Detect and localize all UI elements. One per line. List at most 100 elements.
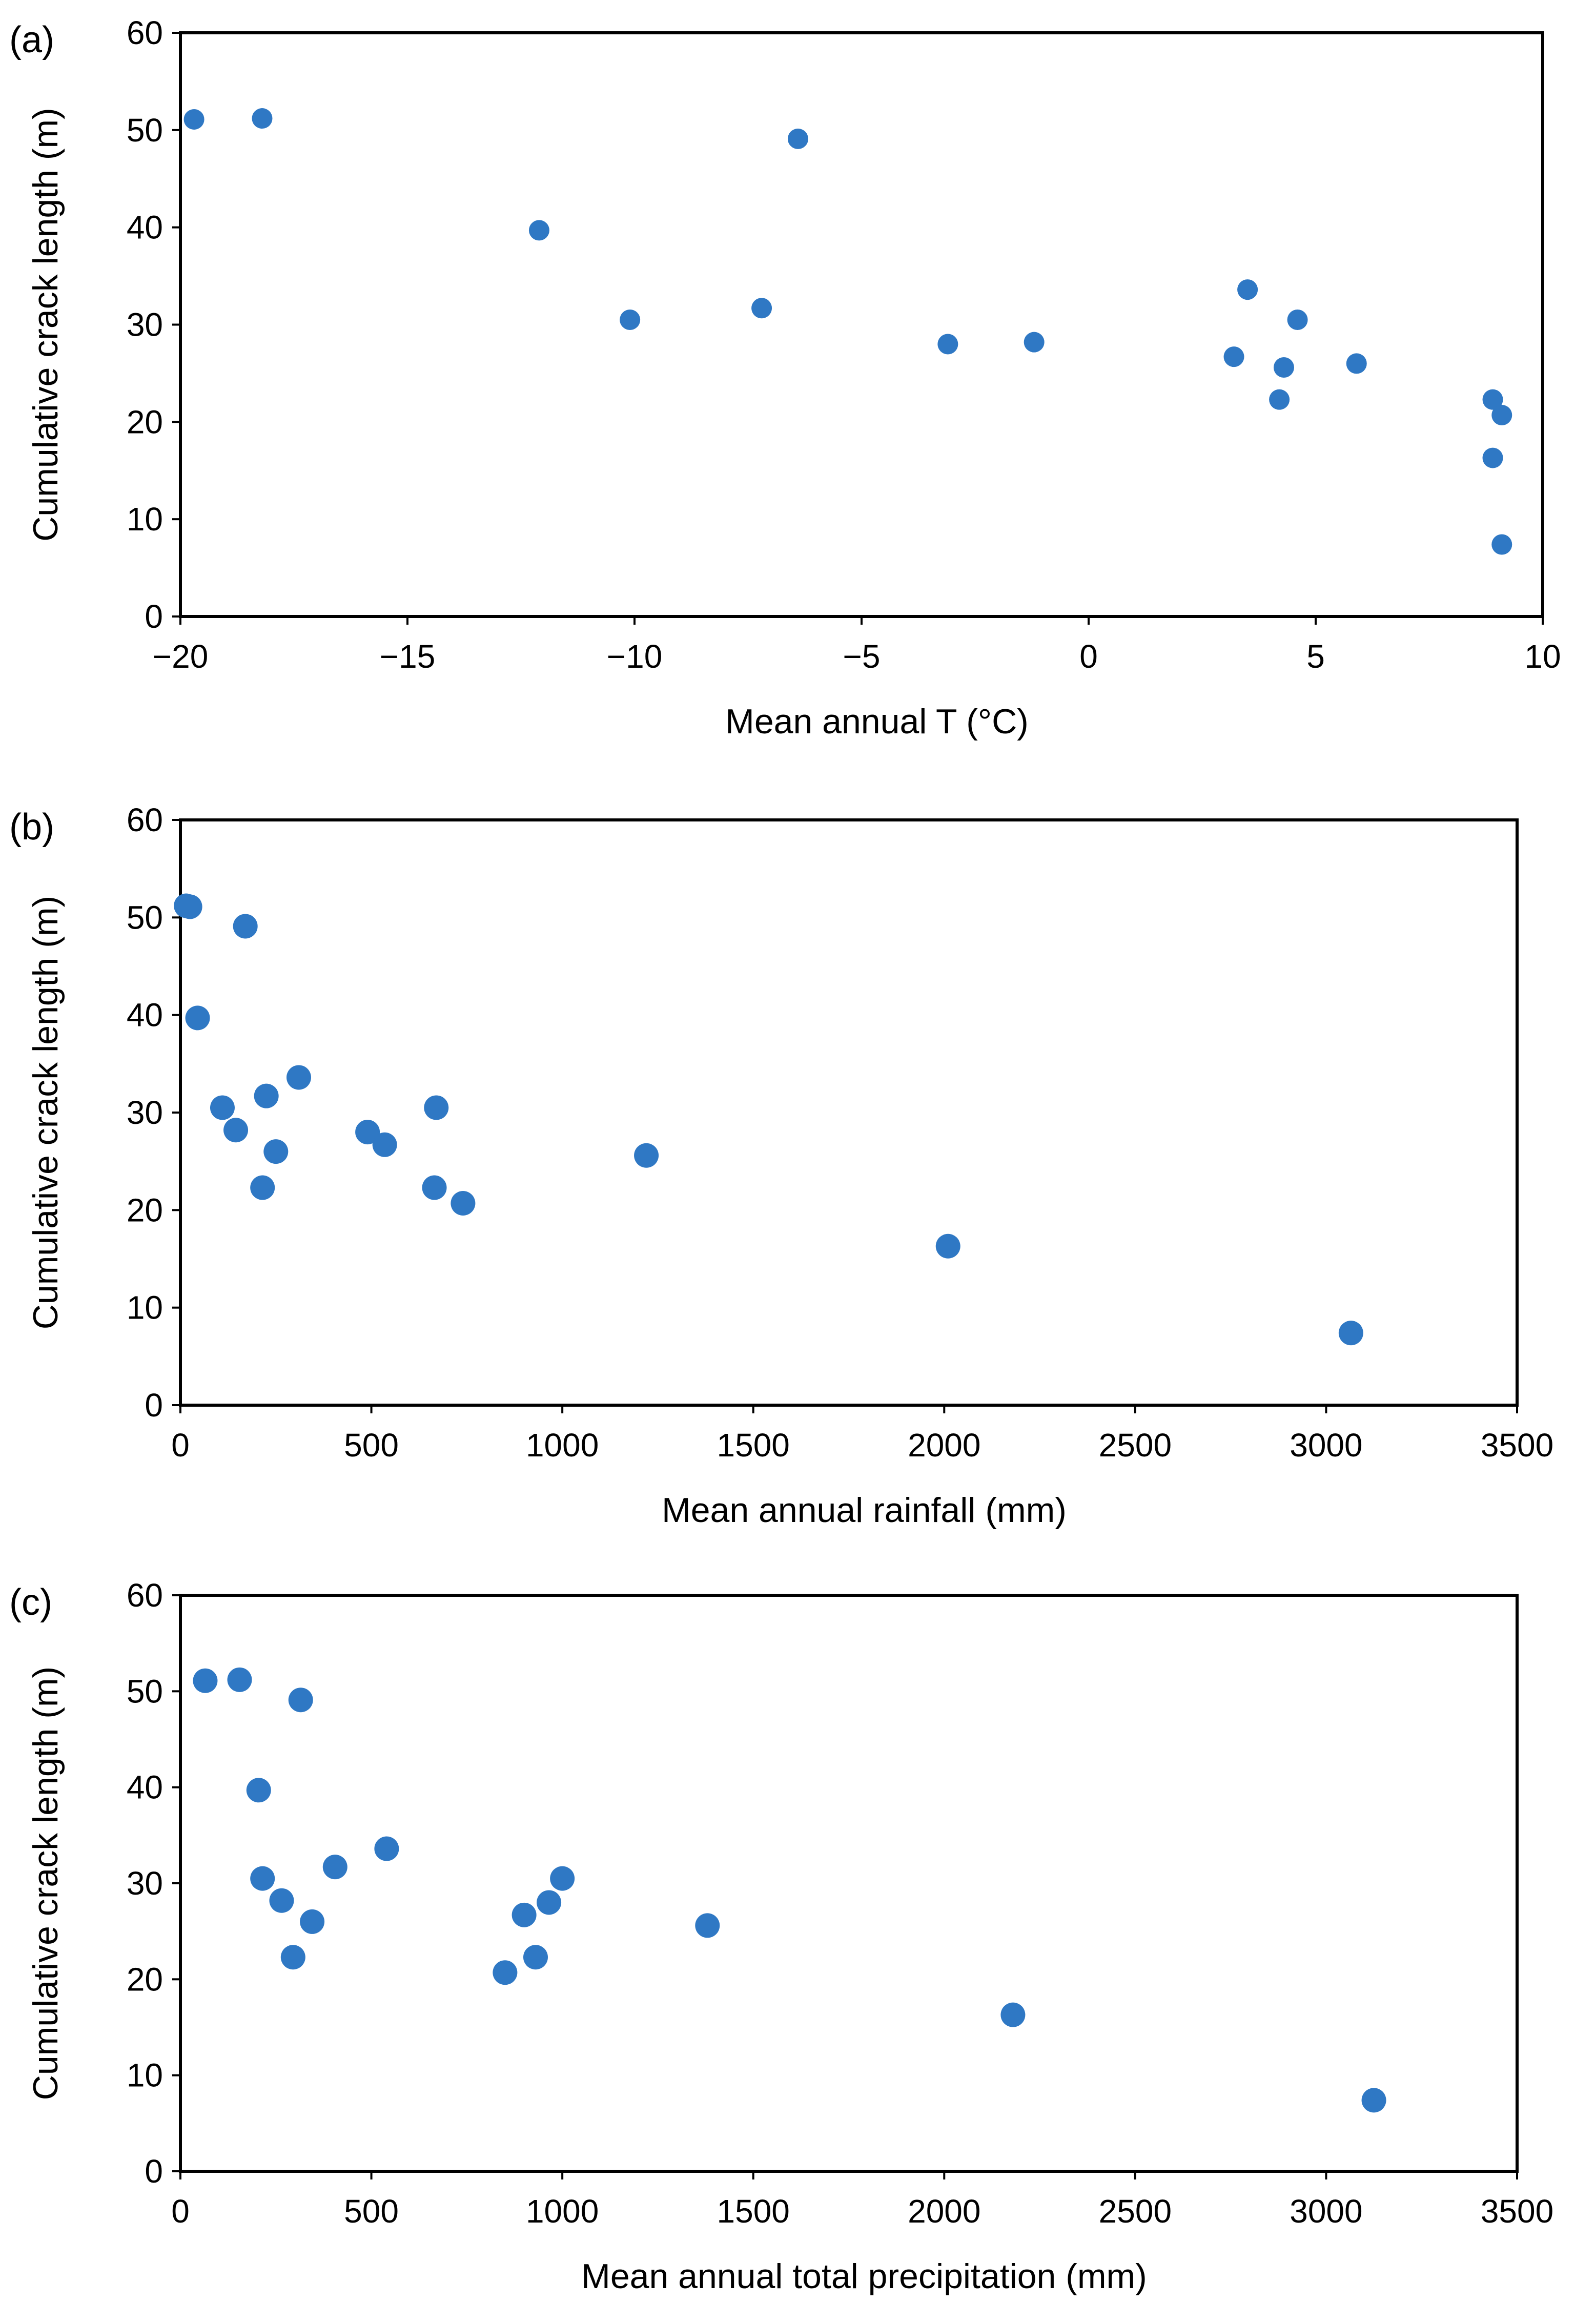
data-point — [233, 914, 258, 939]
data-point — [528, 220, 549, 241]
chart-panel-b: 0 10 20 30 40 50 60 0 500 1000 1500 2000 2500 3000 350… — [9, 801, 1553, 1530]
data-point — [374, 1836, 399, 1861]
x-tick-label: 1500 — [717, 2193, 790, 2230]
y-tick-label: 10 — [127, 1289, 163, 1326]
y-tick-label: 30 — [127, 1865, 163, 1902]
x-axis-label: Mean annual total precipitation (mm) — [581, 2257, 1147, 2296]
data-point — [550, 1866, 575, 1891]
x-tick-label: −20 — [153, 638, 209, 675]
y-axis-label: Cumulative crack length (m) — [26, 108, 65, 541]
y-tick-label: 50 — [127, 899, 163, 936]
data-point — [355, 1120, 380, 1145]
data-point — [250, 1175, 275, 1200]
x-tick-label: −15 — [380, 638, 436, 675]
data-point — [1338, 1321, 1363, 1346]
data-point — [322, 1855, 347, 1880]
data-point — [372, 1132, 397, 1157]
y-axis-label: Cumulative crack length (m) — [26, 896, 65, 1329]
y-tick-label: 10 — [127, 2057, 163, 2094]
plot-frame-a — [179, 31, 1544, 618]
x-tick-label: 3000 — [1290, 1427, 1362, 1464]
y-tick-label: 0 — [145, 2153, 163, 2190]
plot-frame-b — [179, 818, 1519, 1407]
data-point — [1223, 346, 1244, 367]
data-point — [269, 1888, 294, 1913]
x-tick-label: −10 — [607, 638, 663, 675]
data-point — [185, 1005, 210, 1031]
data-point — [1024, 332, 1045, 353]
panel-label-a: (a) — [9, 19, 54, 60]
data-point — [1346, 353, 1367, 374]
data-point — [263, 1139, 289, 1164]
x-tick-label: 2500 — [1099, 1427, 1172, 1464]
y-tick-label: 60 — [127, 1577, 163, 1614]
y-tick-label: 30 — [127, 306, 163, 343]
x-tick-label: 10 — [1524, 638, 1561, 675]
data-point — [751, 298, 772, 319]
x-axis-label: Mean annual T (°C) — [725, 702, 1029, 741]
data-point — [286, 1065, 311, 1090]
y-tick-label: 10 — [127, 501, 163, 538]
x-tick-label: 2000 — [908, 1427, 980, 1464]
data-point — [422, 1175, 447, 1200]
x-tick-label: 500 — [344, 1427, 399, 1464]
y-tick-label: 40 — [127, 209, 163, 246]
data-point — [193, 1668, 218, 1693]
x-tick-label: 2500 — [1099, 2193, 1172, 2230]
data-point — [523, 1945, 548, 1970]
y-tick-label: 40 — [127, 997, 163, 1034]
data-point — [183, 109, 204, 130]
x-tick-label: 0 — [1079, 638, 1098, 675]
y-tick-label: 60 — [127, 14, 163, 51]
data-point — [1269, 389, 1290, 410]
data-point — [227, 1667, 252, 1692]
data-point — [493, 1960, 518, 1985]
chart-panel-c: 0 10 20 30 40 50 60 0 500 1000 1500 2000 2500 3000 350… — [9, 1577, 1553, 2296]
panel-label-c: (c) — [9, 1582, 52, 1623]
data-point — [634, 1143, 659, 1168]
data-point — [250, 1866, 275, 1891]
data-point — [1273, 357, 1294, 378]
y-tick-label: 20 — [127, 1961, 163, 1998]
y-tick-label: 30 — [127, 1094, 163, 1131]
x-tick-label: 1000 — [526, 1427, 599, 1464]
x-tick-label: 0 — [171, 1427, 190, 1464]
x-tick-label: 2000 — [908, 2193, 980, 2230]
data-point — [424, 1095, 449, 1120]
y-tick-label: 20 — [127, 403, 163, 440]
y-tick-label: 60 — [127, 801, 163, 838]
plot-frame-c — [179, 1594, 1519, 2173]
data-point — [300, 1909, 325, 1934]
x-axis-label: Mean annual rainfall (mm) — [662, 1491, 1067, 1530]
x-tick-label: −5 — [843, 638, 881, 675]
data-point — [620, 310, 641, 331]
y-tick-label: 0 — [145, 598, 163, 635]
data-point — [787, 128, 808, 149]
data-point — [537, 1890, 562, 1915]
data-point — [1482, 447, 1503, 468]
x-tick-label: 1000 — [526, 2193, 599, 2230]
data-point — [246, 1778, 271, 1803]
chart-panel-a: 0 10 20 30 40 50 60 −20 −15 −10 −5 0 5 10 Mean annual … — [9, 14, 1561, 741]
data-point — [254, 1083, 279, 1108]
y-tick-label: 50 — [127, 1673, 163, 1710]
data-point — [252, 108, 273, 129]
data-point — [223, 1118, 249, 1143]
data-point — [1287, 310, 1308, 331]
y-tick-label: 40 — [127, 1769, 163, 1806]
data-point — [1237, 279, 1258, 300]
data-point — [280, 1945, 305, 1970]
y-tick-label: 0 — [145, 1387, 163, 1424]
data-point — [1482, 389, 1503, 410]
y-tick-label: 20 — [127, 1191, 163, 1228]
data-point — [1491, 534, 1512, 555]
x-tick-label: 500 — [344, 2193, 399, 2230]
y-tick-label: 50 — [127, 112, 163, 149]
x-tick-label: 3500 — [1481, 1427, 1553, 1464]
data-point — [695, 1913, 720, 1938]
data-point — [1361, 2088, 1386, 2113]
x-tick-label: 3500 — [1481, 2193, 1553, 2230]
data-point — [512, 1902, 537, 1927]
y-axis-label: Cumulative crack length (m) — [26, 1667, 65, 2100]
